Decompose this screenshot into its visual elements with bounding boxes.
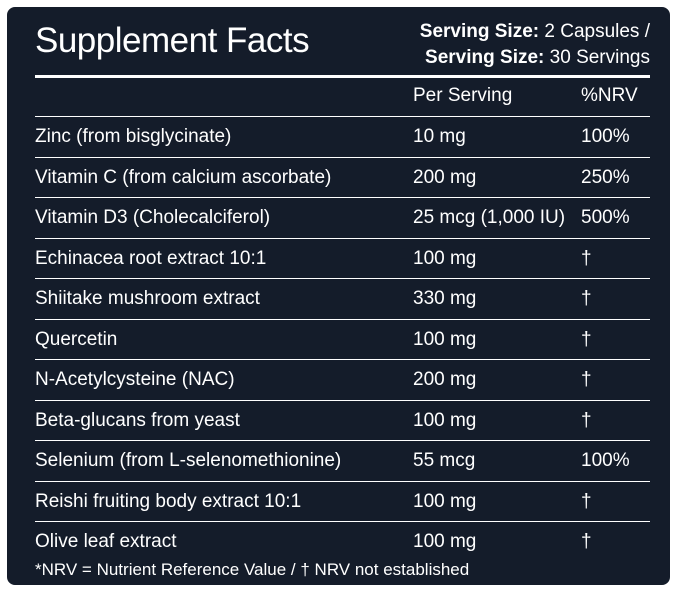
column-header-nrv: %NRV (581, 85, 638, 106)
nutrient-name: Beta-glucans from yeast (35, 409, 240, 431)
nutrient-table: Zinc (from bisglycinate) 10 mg 100% Vitamin… (35, 116, 650, 562)
nutrient-name: N-Acetylcysteine (NAC) (35, 369, 235, 390)
nutrient-name: Zinc (from bisglycinate) (35, 126, 232, 147)
table-row: Beta-glucans from yeast 100 mg † (35, 399, 650, 441)
serving-size-label: Serving Size: (419, 21, 540, 42)
nutrient-name: Shiitake mushroom extract (35, 288, 260, 309)
per-serving-amount: 200 mg (413, 369, 477, 390)
header-divider (35, 75, 650, 78)
table-row: Shiitake mushroom extract 330 mg † (35, 278, 650, 319)
supplement-facts-panel: Supplement Facts Serving Size: 2 Capsule… (5, 5, 672, 587)
per-serving-amount: 330 mg (413, 288, 477, 309)
nutrient-name: Olive leaf extract (35, 531, 177, 552)
per-serving-amount: 25 mcg (1,000 IU) (413, 207, 566, 228)
nutrient-name: Vitamin C (from calcium ascorbate) (35, 166, 332, 188)
nutrient-name: Quercetin (35, 328, 118, 350)
table-row: Olive leaf extract 100 mg † (35, 521, 650, 562)
nutrient-name: Vitamin D3 (Cholecalciferol) (35, 207, 271, 228)
per-serving-amount: 100 mg (413, 247, 477, 269)
nrv-value: † (581, 409, 592, 431)
nutrient-name: Echinacea root extract 10:1 (35, 247, 267, 269)
footnote: *NRV = Nutrient Reference Value / † NRV … (35, 560, 470, 579)
nrv-value: 100% (581, 126, 630, 147)
per-serving-amount: 55 mcg (413, 450, 476, 471)
nrv-value: † (581, 288, 592, 309)
per-serving-amount: 100 mg (413, 409, 477, 431)
table-row: Quercetin 100 mg † (35, 318, 650, 360)
nrv-value: 100% (581, 450, 630, 471)
nrv-value: † (581, 369, 592, 390)
table-row: Vitamin C (from calcium ascorbate) 200 mg… (35, 156, 650, 198)
per-serving-amount: 200 mg (413, 166, 477, 188)
nutrient-name: Selenium (from L-selenomethionine) (35, 450, 342, 471)
table-row: Selenium (from L-selenomethionine) 55 mcg… (35, 440, 650, 481)
nrv-value: † (581, 531, 592, 552)
per-serving-amount: 100 mg (413, 490, 477, 512)
table-row: N-Acetylcysteine (NAC) 200 mg † (35, 359, 650, 400)
table-row: Reishi fruiting body extract 10:1 100 mg † (35, 480, 650, 522)
page-title: Supplement Facts (35, 21, 310, 60)
nrv-value: 250% (581, 166, 630, 188)
serving-size-line-1: Serving Size: 2 Capsules / (420, 19, 650, 45)
serving-size-label: Serving Size: (425, 47, 545, 68)
serving-size-block: Serving Size: 2 Capsules / Serving Size:… (420, 19, 650, 71)
table-row: Vitamin D3 (Cholecalciferol) 25 mcg (1,00… (35, 197, 650, 238)
column-header-per-serving: Per Serving (413, 85, 513, 106)
serving-size-value: 2 Capsules / (539, 21, 650, 42)
serving-size-line-2: Serving Size: 30 Servings (420, 45, 650, 71)
nrv-value: † (581, 328, 592, 350)
nutrient-name: Reishi fruiting body extract 10:1 (35, 490, 302, 512)
nrv-value: † (581, 247, 592, 269)
table-row: Echinacea root extract 10:1 100 mg † (35, 237, 650, 279)
per-serving-amount: 10 mg (413, 126, 466, 147)
nrv-value: † (581, 490, 592, 512)
per-serving-amount: 100 mg (413, 531, 477, 552)
table-row: Zinc (from bisglycinate) 10 mg 100% (35, 116, 650, 157)
per-serving-amount: 100 mg (413, 328, 477, 350)
nrv-value: 500% (581, 207, 630, 228)
servings-count-value: 30 Servings (544, 47, 650, 68)
